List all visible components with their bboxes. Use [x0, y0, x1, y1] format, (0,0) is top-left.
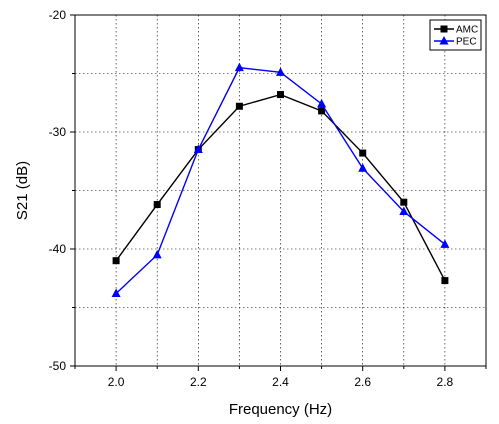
legend-label-pec: PEC	[456, 37, 477, 48]
x-tick-label: 2.8	[437, 375, 454, 389]
data-point-amc	[441, 277, 449, 285]
y-tick-label: -20	[49, 8, 67, 22]
data-point-pec	[317, 98, 327, 108]
legend-box	[429, 19, 482, 51]
y-tick-label: -40	[49, 242, 67, 256]
y-axis-title: S21 (dB)	[14, 161, 31, 220]
y-tick-label: -50	[49, 359, 67, 373]
data-series	[111, 62, 450, 297]
data-point-amc	[112, 257, 120, 265]
series-pec	[111, 62, 450, 297]
x-tick-label: 2.2	[190, 375, 207, 389]
data-point-amc	[400, 198, 408, 206]
data-point-pec	[276, 67, 285, 76]
x-tick-label: 2.4	[272, 375, 289, 389]
data-point-amc	[153, 201, 161, 209]
x-axis-title: Frequency (Hz)	[229, 401, 332, 418]
legend-marker-amc	[440, 25, 448, 33]
data-point-pec	[234, 62, 244, 72]
data-point-pec	[152, 249, 162, 259]
data-point-pec	[111, 288, 121, 297]
x-tick-label: 2.0	[108, 375, 125, 389]
data-point-pec	[440, 239, 450, 248]
data-point-pec	[193, 144, 203, 154]
legend-marker-pec	[439, 36, 449, 45]
data-point-amc	[277, 91, 284, 99]
data-point-amc	[235, 102, 243, 110]
axis-ticks: 2.0 2.2 2.4 2.6 2.8 -20 -30 -40 -50	[49, 8, 487, 389]
data-point-amc	[318, 107, 326, 115]
legend-label-amc: AMC	[456, 25, 478, 36]
data-point-pec	[399, 206, 409, 216]
y-tick-label: -30	[49, 125, 67, 139]
data-point-amc	[359, 149, 367, 157]
data-point-pec	[358, 163, 368, 172]
x-tick-label: 2.6	[354, 375, 371, 389]
